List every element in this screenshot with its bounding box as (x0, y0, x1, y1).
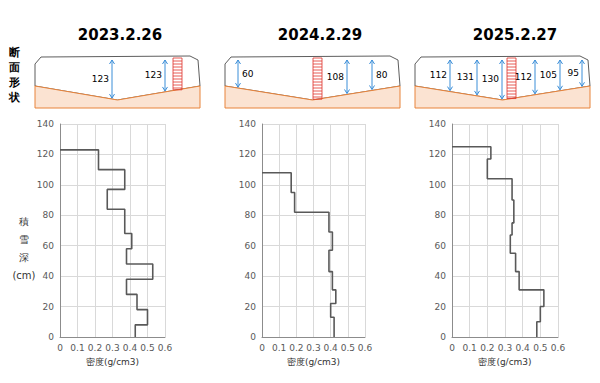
svg-text:140: 140 (429, 119, 446, 129)
svg-text:80: 80 (245, 210, 257, 220)
svg-text:0.6: 0.6 (158, 343, 173, 353)
svg-text:95: 95 (568, 68, 579, 78)
svg-text:状: 状 (8, 91, 21, 104)
svg-text:0: 0 (440, 332, 446, 342)
svg-text:雪: 雪 (19, 234, 29, 245)
svg-text:100: 100 (37, 180, 54, 190)
svg-text:0.5: 0.5 (341, 343, 355, 353)
svg-text:40: 40 (245, 271, 257, 281)
svg-text:0.4: 0.4 (516, 343, 531, 353)
svg-text:100: 100 (239, 180, 256, 190)
svg-text:形: 形 (8, 76, 20, 89)
svg-text:60: 60 (242, 69, 254, 79)
svg-text:0.6: 0.6 (358, 343, 373, 353)
svg-text:123: 123 (145, 70, 162, 80)
svg-text:密度(g/cm3): 密度(g/cm3) (86, 357, 139, 367)
svg-text:(cm): (cm) (12, 270, 35, 281)
svg-text:積: 積 (19, 216, 29, 227)
svg-text:120: 120 (37, 149, 54, 159)
svg-text:60: 60 (435, 241, 447, 251)
svg-text:140: 140 (239, 119, 256, 129)
svg-text:80: 80 (43, 210, 55, 220)
svg-text:20: 20 (245, 302, 257, 312)
svg-text:0.2: 0.2 (289, 343, 303, 353)
svg-text:0: 0 (250, 332, 256, 342)
svg-text:120: 120 (429, 149, 446, 159)
svg-text:105: 105 (540, 70, 557, 80)
svg-text:面: 面 (8, 61, 20, 74)
svg-text:0.5: 0.5 (533, 343, 547, 353)
svg-text:80: 80 (376, 70, 388, 80)
svg-text:0: 0 (259, 343, 265, 353)
svg-text:断: 断 (9, 46, 20, 59)
svg-text:深: 深 (19, 252, 29, 263)
svg-text:20: 20 (43, 302, 55, 312)
svg-text:0.6: 0.6 (551, 343, 566, 353)
svg-text:120: 120 (239, 149, 256, 159)
svg-text:2024.2.29: 2024.2.29 (278, 26, 362, 44)
svg-text:2025.2.27: 2025.2.27 (473, 26, 557, 44)
svg-text:80: 80 (435, 210, 447, 220)
svg-text:112: 112 (515, 72, 532, 82)
svg-text:108: 108 (327, 72, 344, 82)
svg-text:100: 100 (429, 180, 446, 190)
svg-text:60: 60 (43, 241, 55, 251)
svg-text:40: 40 (435, 271, 447, 281)
svg-text:密度(g/cm3): 密度(g/cm3) (287, 357, 340, 367)
svg-text:0: 0 (48, 332, 54, 342)
svg-text:0: 0 (449, 343, 455, 353)
svg-text:0.3: 0.3 (498, 343, 512, 353)
svg-text:0.5: 0.5 (140, 343, 154, 353)
svg-text:0.3: 0.3 (306, 343, 320, 353)
svg-text:0.3: 0.3 (105, 343, 119, 353)
svg-text:60: 60 (245, 241, 257, 251)
svg-text:140: 140 (37, 119, 54, 129)
svg-text:0.2: 0.2 (88, 343, 102, 353)
svg-text:20: 20 (435, 302, 447, 312)
svg-text:0: 0 (57, 343, 63, 353)
svg-text:0.4: 0.4 (123, 343, 138, 353)
svg-text:0.1: 0.1 (70, 343, 84, 353)
svg-text:0.1: 0.1 (463, 343, 477, 353)
svg-text:130: 130 (482, 74, 499, 84)
svg-text:112: 112 (430, 70, 447, 80)
svg-text:40: 40 (43, 271, 55, 281)
svg-text:0.4: 0.4 (324, 343, 339, 353)
svg-text:2023.2.26: 2023.2.26 (78, 26, 162, 44)
svg-text:0.2: 0.2 (480, 343, 494, 353)
svg-text:123: 123 (92, 74, 109, 84)
svg-text:密度(g/cm3): 密度(g/cm3) (478, 357, 531, 367)
svg-text:131: 131 (457, 72, 474, 82)
svg-text:0.1: 0.1 (272, 343, 286, 353)
